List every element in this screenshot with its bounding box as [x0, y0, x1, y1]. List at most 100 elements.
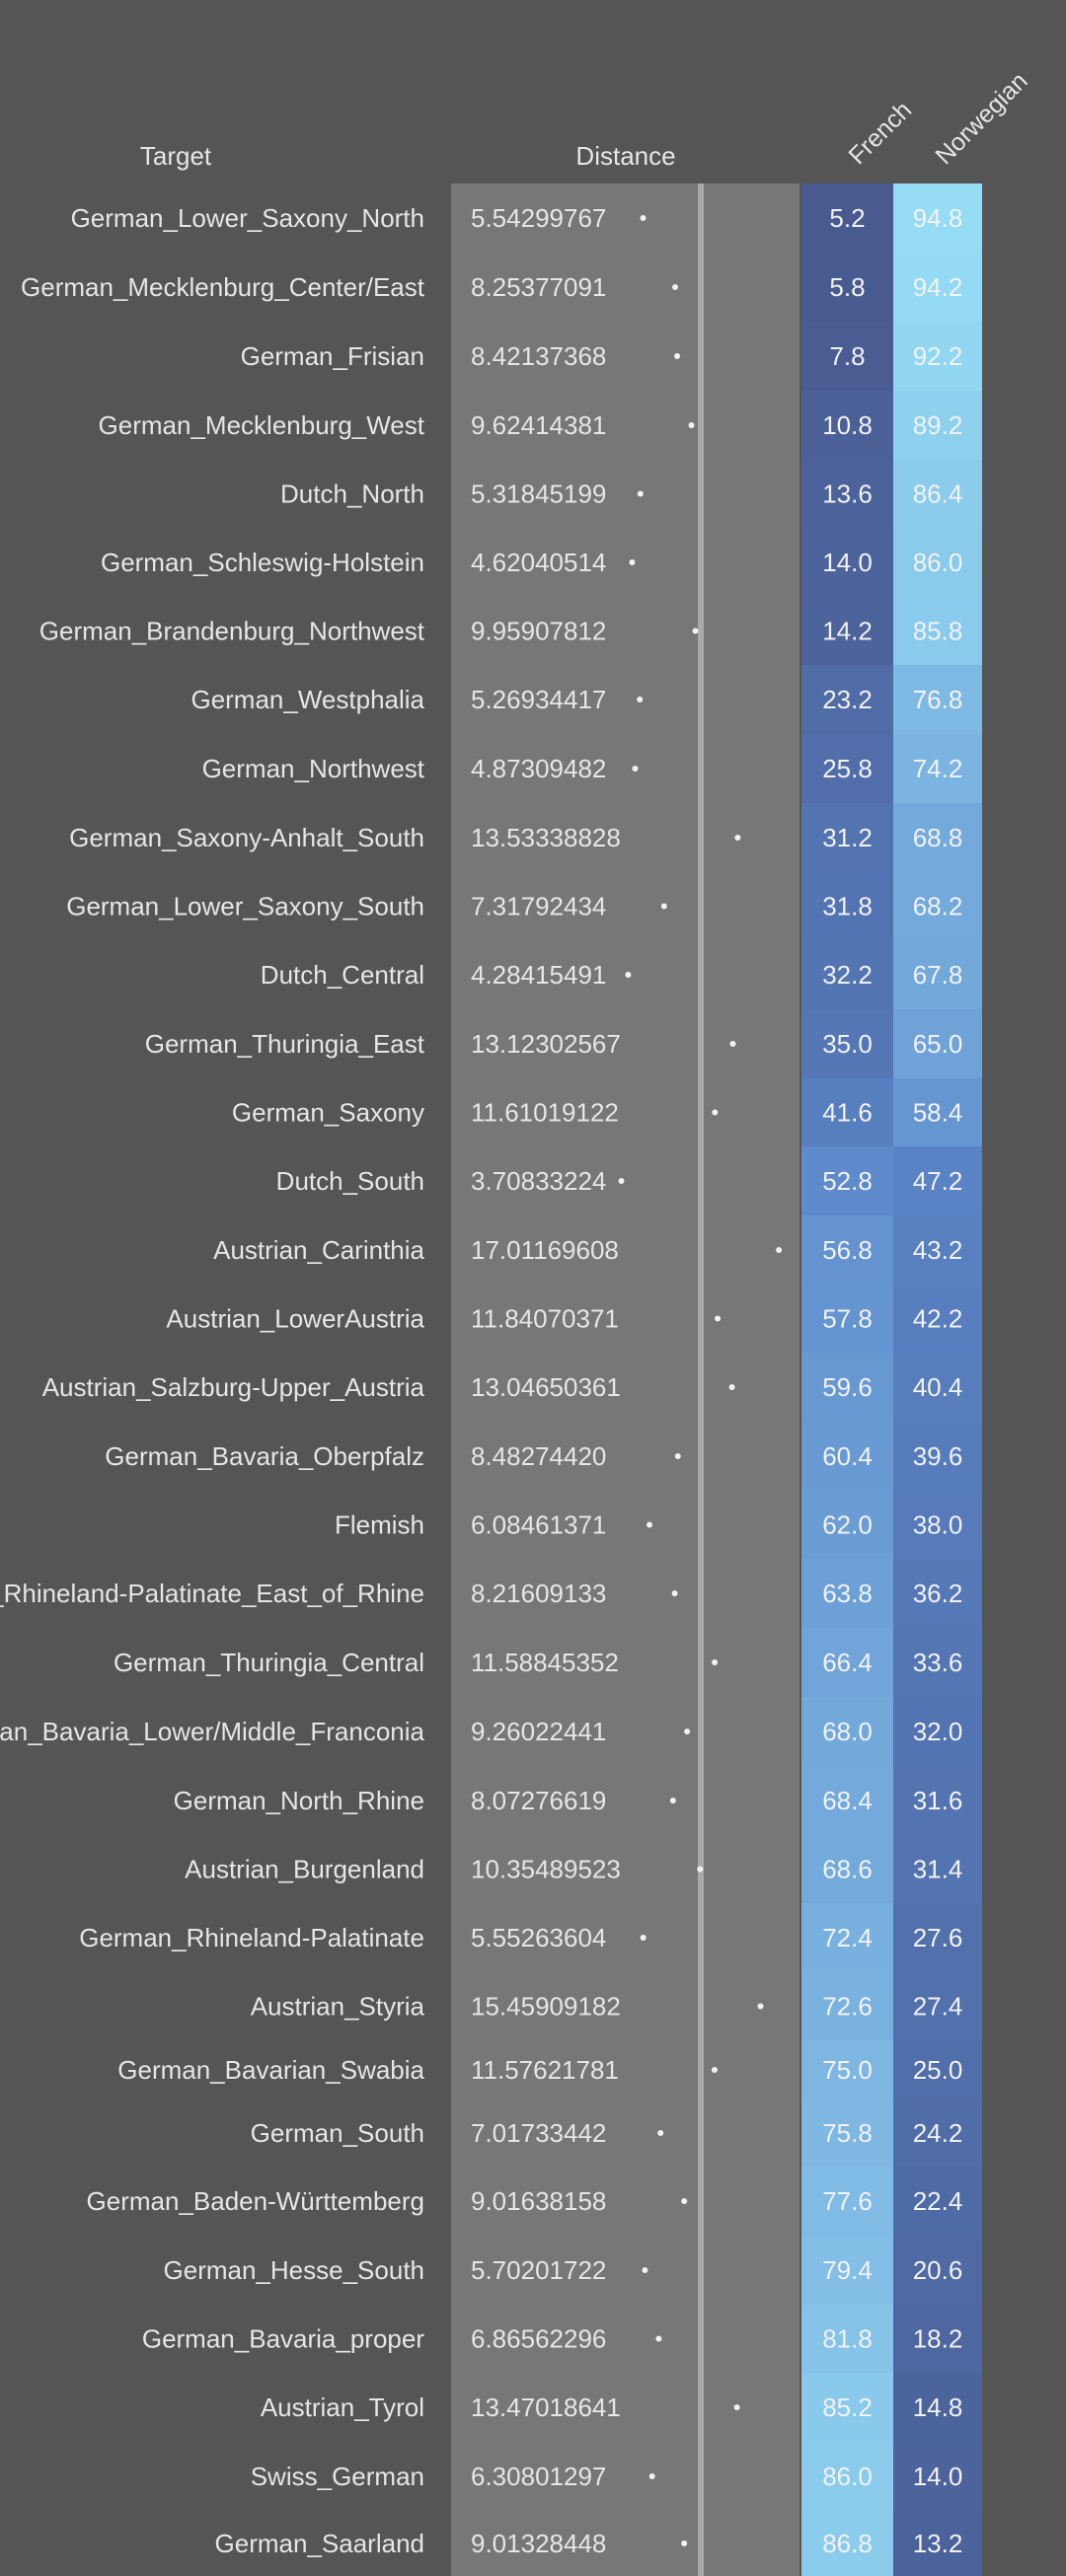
row-distance-value: 4.28415491	[471, 960, 606, 990]
french-cell	[801, 1146, 893, 1215]
french-cell	[801, 2511, 893, 2576]
distance-dot	[647, 1521, 653, 1528]
french-value: 63.8	[822, 1579, 873, 1608]
french-value: 13.6	[822, 479, 873, 509]
header-target: Target	[140, 141, 212, 171]
row-distance-value: 8.42137368	[471, 341, 606, 371]
french-cell	[801, 1215, 893, 1285]
row-distance-value: 10.35489523	[471, 1855, 621, 1884]
distance-dot	[712, 1109, 719, 1116]
distance-dot	[729, 1041, 736, 1047]
row-target-label: German_Bavaria_proper	[142, 2324, 424, 2354]
distance-dot	[697, 1866, 704, 1873]
norwegian-value: 47.2	[913, 1166, 963, 1196]
distance-dot	[657, 2130, 664, 2136]
norwegian-value: 27.4	[913, 1992, 963, 2022]
distance-dot	[712, 1659, 719, 1665]
row-target-label: Dutch_Central	[261, 960, 424, 990]
french-value: 72.4	[822, 1923, 873, 1952]
row-distance-value: 13.53338828	[471, 823, 621, 852]
row-distance-value: 11.57621781	[471, 2055, 619, 2085]
distance-dot	[692, 627, 699, 634]
french-value: 52.8	[822, 1166, 873, 1196]
norwegian-value: 65.0	[913, 1029, 963, 1059]
distance-dot	[642, 2267, 648, 2273]
french-cell	[801, 803, 893, 872]
french-value: 41.6	[822, 1098, 873, 1128]
french-cell	[801, 1766, 893, 1835]
row-distance-value: 4.87309482	[471, 754, 606, 783]
french-cell	[801, 528, 893, 597]
distance-dot	[671, 1590, 678, 1596]
norwegian-value: 76.8	[913, 685, 963, 714]
french-cell	[801, 1285, 893, 1353]
french-cell	[801, 1422, 893, 1491]
row-target-label: Austrian_Salzburg-Upper_Austria	[42, 1372, 425, 1402]
distance-dot	[629, 559, 636, 565]
distance-panel	[451, 184, 800, 2576]
row-target-label: German_Saxony	[232, 1098, 424, 1128]
distance-dot	[733, 2404, 740, 2410]
row-distance-value: 8.21609133	[471, 1579, 606, 1608]
distance-dot	[776, 1247, 783, 1253]
row-distance-value: 6.30801297	[471, 2462, 606, 2491]
norwegian-cell	[893, 597, 982, 665]
norwegian-value: 39.6	[913, 1441, 963, 1471]
french-value: 25.8	[822, 754, 873, 783]
french-value: 7.8	[829, 341, 865, 371]
french-value: 35.0	[822, 1029, 873, 1059]
norwegian-value: 31.4	[913, 1855, 963, 1884]
french-cell	[801, 391, 893, 460]
row-target-label: Austrian_Burgenland	[185, 1855, 424, 1884]
french-cell	[801, 2373, 893, 2442]
row-distance-value: 13.12302567	[471, 1029, 621, 1059]
french-cell	[801, 2040, 893, 2099]
french-value: 68.4	[822, 1786, 873, 1815]
french-value: 68.6	[822, 1855, 873, 1884]
french-value: 14.2	[822, 617, 873, 646]
french-value: 72.6	[822, 1992, 873, 2022]
row-distance-value: 8.07276619	[471, 1786, 606, 1815]
distance-dot	[655, 2335, 662, 2342]
row-target-label: German_Bavarian_Swabia	[117, 2055, 424, 2085]
norwegian-cell	[893, 2099, 982, 2167]
row-target-label: Austrian_LowerAustria	[166, 1304, 424, 1334]
row-target-label: German_Saxony-Anhalt_South	[69, 823, 424, 852]
norwegian-cell	[893, 1697, 982, 1766]
row-target-label: German_Mecklenburg_Center/East	[21, 272, 425, 302]
french-value: 85.2	[822, 2392, 873, 2422]
row-target-label: German_Rhineland-Palatinate	[79, 1923, 424, 1952]
french-cell	[801, 2099, 893, 2167]
row-distance-value: 3.70833224	[471, 1166, 606, 1196]
row-distance-value: 11.84070371	[471, 1304, 619, 1334]
norwegian-value: 14.8	[913, 2392, 963, 2422]
row-distance-value: 8.48274420	[471, 1441, 606, 1471]
row-distance-value: 11.61019122	[471, 1098, 619, 1128]
french-value: 86.0	[822, 2462, 873, 2491]
norwegian-cell	[893, 2373, 982, 2442]
norwegian-value: 68.2	[913, 892, 963, 921]
french-value: 66.4	[822, 1648, 873, 1677]
norwegian-cell	[893, 2236, 982, 2305]
norwegian-value: 85.8	[913, 617, 963, 646]
distance-dot	[757, 2003, 764, 2010]
norwegian-value: 92.2	[913, 341, 963, 371]
norwegian-value: 38.0	[913, 1510, 963, 1540]
row-distance-value: 5.54299767	[471, 203, 606, 233]
french-value: 5.8	[829, 272, 865, 302]
french-value: 75.0	[822, 2055, 873, 2085]
row-target-label: Swiss_German	[251, 2462, 424, 2491]
norwegian-cell	[893, 528, 982, 597]
french-cell	[801, 1491, 893, 1559]
row-target-label: German_Rhineland-Palatinate_East_of_Rhin…	[0, 1579, 424, 1608]
row-target-label: German_Lower_Saxony_North	[71, 203, 424, 233]
norwegian-cell	[893, 1491, 982, 1559]
french-value: 62.0	[822, 1510, 873, 1540]
norwegian-cell	[893, 460, 982, 528]
row-target-label: German_Saarland	[215, 2529, 424, 2558]
norwegian-cell	[893, 1903, 982, 1972]
french-value: 57.8	[822, 1304, 873, 1334]
french-cell	[801, 184, 893, 253]
norwegian-cell	[893, 2511, 982, 2576]
norwegian-cell	[893, 940, 982, 1009]
